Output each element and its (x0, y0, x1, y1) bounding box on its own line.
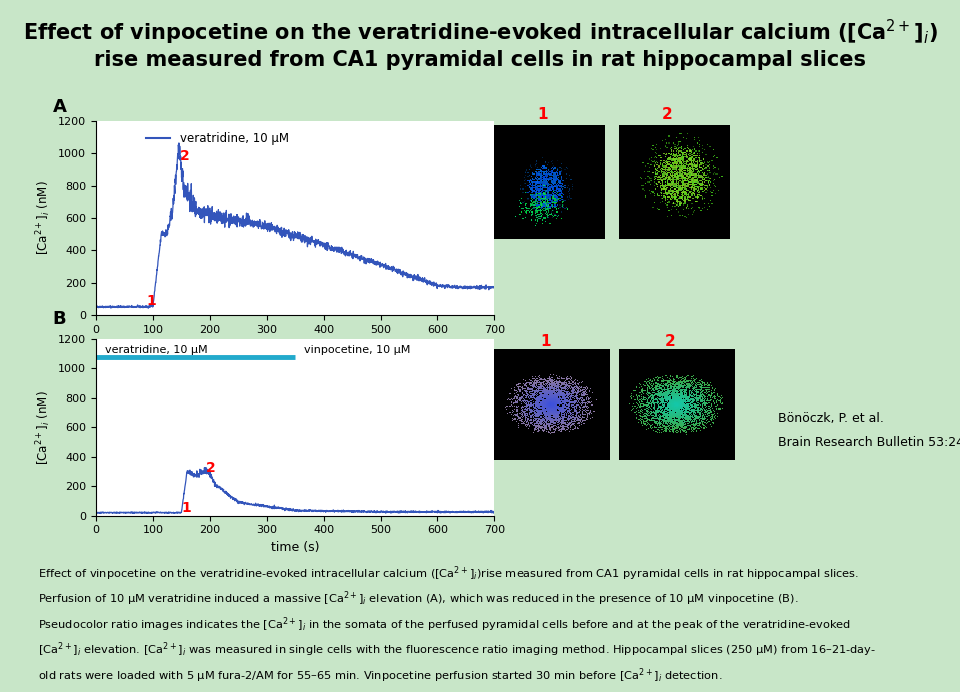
Text: 2: 2 (661, 107, 673, 122)
Text: veratridine, 10 μM: veratridine, 10 μM (105, 345, 207, 354)
Text: 1: 1 (538, 107, 547, 122)
Y-axis label: [Ca$^{2+}$]$_i$ (nM): [Ca$^{2+}$]$_i$ (nM) (34, 390, 53, 464)
Text: vinpocetine, 10 μM: vinpocetine, 10 μM (303, 345, 410, 354)
Text: 1: 1 (540, 334, 550, 349)
Text: old rats were loaded with 5 μM fura-2/AM for 55–65 min. Vinpocetine perfusion st: old rats were loaded with 5 μM fura-2/AM… (38, 666, 723, 685)
Text: Brain Research Bulletin 53:245-254, 2000.: Brain Research Bulletin 53:245-254, 2000… (778, 437, 960, 449)
X-axis label: time (s): time (s) (271, 541, 320, 554)
Text: 2: 2 (664, 334, 676, 349)
Text: 2: 2 (205, 461, 216, 475)
Text: Effect of vinpocetine on the veratridine-evoked intracellular calcium ([Ca$^{2+}: Effect of vinpocetine on the veratridine… (23, 17, 937, 70)
Text: [Ca$^{2+}$]$_i$ elevation. [Ca$^{2+}$]$_i$ was measured in single cells with the: [Ca$^{2+}$]$_i$ elevation. [Ca$^{2+}$]$_… (38, 641, 876, 659)
Text: A: A (53, 98, 66, 116)
Text: Perfusion of 10 μM veratridine induced a massive [Ca$^{2+}$]$_i$ elevation (A), : Perfusion of 10 μM veratridine induced a… (38, 590, 799, 608)
Text: 1: 1 (181, 501, 191, 515)
Text: 2: 2 (180, 149, 190, 163)
Text: Pseudocolor ratio images indicates the [Ca$^{2+}$]$_i$ in the somata of the perf: Pseudocolor ratio images indicates the [… (38, 615, 852, 634)
X-axis label: time (s): time (s) (271, 340, 320, 353)
Text: B: B (53, 310, 66, 328)
Text: Effect of vinpocetine on the veratridine-evoked intracellular calcium ([Ca$^{2+}: Effect of vinpocetine on the veratridine… (38, 564, 859, 583)
Legend: veratridine, 10 μM: veratridine, 10 μM (142, 127, 293, 149)
Text: Bönöczk, P. et al.: Bönöczk, P. et al. (778, 412, 883, 425)
Y-axis label: [Ca$^{2+}$]$_i$ (nM): [Ca$^{2+}$]$_i$ (nM) (34, 181, 53, 255)
Text: 1: 1 (146, 294, 156, 308)
